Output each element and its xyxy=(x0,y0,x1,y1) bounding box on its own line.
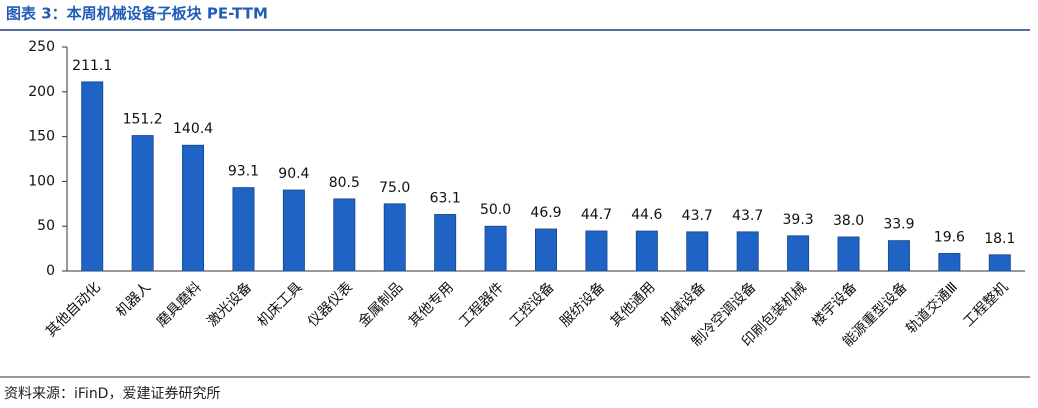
value-label: 39.3 xyxy=(783,212,814,228)
bar xyxy=(434,214,457,272)
x-tick-label: 工程器件 xyxy=(456,279,507,330)
value-label: 38.0 xyxy=(833,213,864,229)
x-tick-label: 激光设备 xyxy=(204,279,256,331)
bar xyxy=(988,254,1011,272)
bar xyxy=(635,230,658,272)
x-tick-label: 工控设备 xyxy=(506,279,558,331)
y-tick-label: 0 xyxy=(46,263,55,279)
value-label: 43.7 xyxy=(732,208,763,224)
bar xyxy=(232,187,255,272)
value-label: 80.5 xyxy=(329,175,360,191)
x-tick-label: 其他专用 xyxy=(406,279,457,330)
x-tick-label: 机器人 xyxy=(113,279,154,320)
value-label: 46.9 xyxy=(530,205,561,221)
x-tick-label: 轨道交通Ⅲ xyxy=(903,279,961,337)
value-label: 44.6 xyxy=(631,207,662,223)
y-tick-label: 50 xyxy=(37,218,55,234)
x-tick-label: 工程整机 xyxy=(961,279,1012,330)
x-tick-label: 磨具磨料 xyxy=(154,279,205,330)
chart-title: 图表 3：本周机械设备子板块 PE-TTM xyxy=(6,5,268,23)
bar xyxy=(686,231,709,272)
y-tick-label: 150 xyxy=(28,129,55,145)
value-label: 19.6 xyxy=(934,229,965,245)
bar xyxy=(736,231,759,272)
x-tick-label: 机床工具 xyxy=(255,279,306,330)
bar xyxy=(333,198,356,272)
bar xyxy=(837,236,860,272)
value-label: 18.1 xyxy=(984,231,1015,247)
y-tick-label: 100 xyxy=(28,173,55,189)
value-label: 90.4 xyxy=(278,166,309,182)
value-label: 140.4 xyxy=(173,121,213,137)
bar xyxy=(787,235,810,272)
bar xyxy=(383,203,406,272)
source-note: 资料来源：iFinD，爱建证券研究所 xyxy=(4,386,220,402)
value-label: 63.1 xyxy=(430,190,461,206)
x-tick-label: 楼宇设备 xyxy=(809,279,861,331)
bar xyxy=(585,230,608,272)
bar xyxy=(938,253,961,272)
bar xyxy=(131,135,154,272)
x-tick-label: 其他通用 xyxy=(608,279,659,330)
y-tick-label: 250 xyxy=(28,39,55,55)
y-tick-label: 200 xyxy=(28,84,55,100)
value-label: 50.0 xyxy=(480,202,511,218)
x-tick-label: 仪器仪表 xyxy=(305,279,356,330)
x-tick-label: 服纺设备 xyxy=(556,279,608,331)
bar xyxy=(535,228,557,272)
bar xyxy=(282,189,305,272)
bar xyxy=(81,81,104,272)
value-label: 151.2 xyxy=(123,112,163,128)
value-label: 44.7 xyxy=(581,207,612,223)
bar xyxy=(484,225,507,272)
bar xyxy=(182,144,205,272)
x-tick-label: 金属制品 xyxy=(355,279,406,330)
bar xyxy=(887,240,910,272)
value-label: 211.1 xyxy=(72,58,112,74)
x-tick-label: 其他自动化 xyxy=(43,279,104,340)
value-label: 43.7 xyxy=(682,208,713,224)
value-label: 93.1 xyxy=(228,164,259,180)
x-tick-label: 机械设备 xyxy=(657,279,709,331)
value-label: 33.9 xyxy=(883,217,914,233)
value-label: 75.0 xyxy=(379,180,410,196)
